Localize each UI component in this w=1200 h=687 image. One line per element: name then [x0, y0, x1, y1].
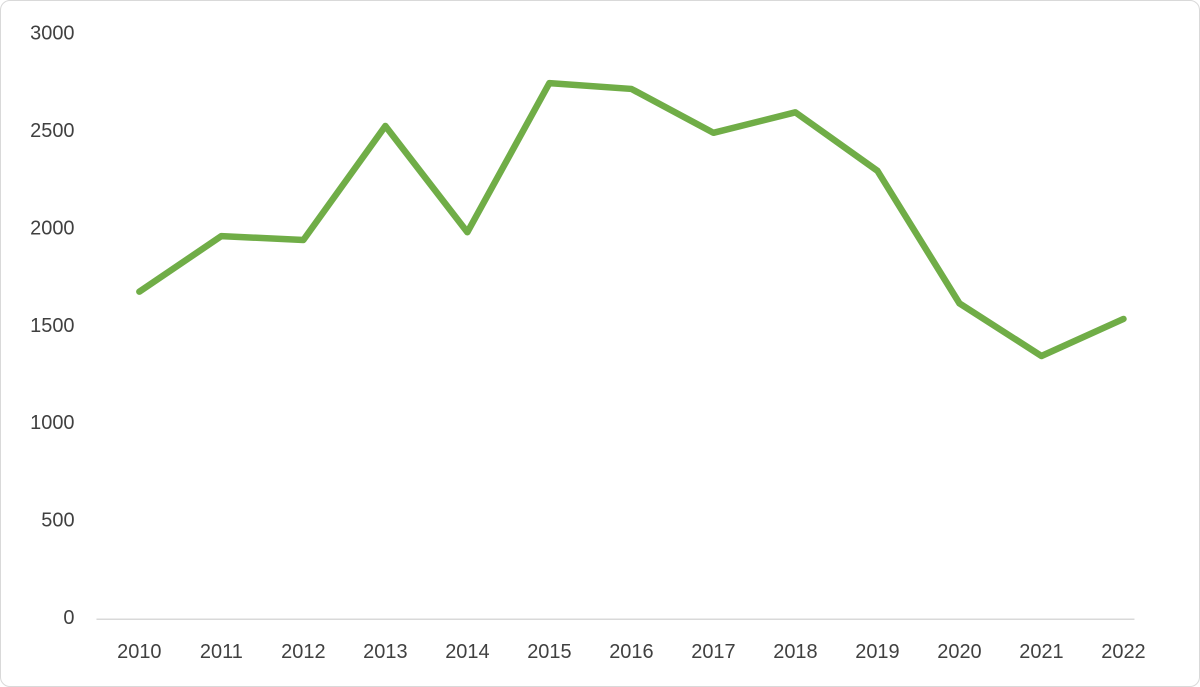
x-axis-tick-label: 2019: [855, 641, 899, 663]
x-axis-tick-label: 2011: [200, 641, 243, 663]
x-axis-tick-label: 2014: [445, 641, 489, 663]
x-axis-tick-label: 2017: [691, 641, 735, 663]
x-axis-tick-label: 2022: [1101, 641, 1145, 663]
y-axis-tick-label: 2000: [30, 217, 74, 239]
y-axis-tick-label: 3000: [30, 22, 74, 44]
y-axis-tick-label: 1000: [30, 412, 74, 434]
x-axis-tick-label: 2013: [363, 641, 407, 663]
y-axis-tick-label: 500: [41, 510, 74, 532]
x-axis-tick-label: 2010: [117, 641, 161, 663]
x-axis-tick-label: 2012: [281, 641, 325, 663]
x-axis-tick-label: 2015: [527, 641, 571, 663]
x-axis-tick-label: 2016: [609, 641, 653, 663]
x-axis: 2010 2011 2012 2013 2014 2015 2016 2017 2018 2019…: [117, 641, 1145, 663]
y-axis-tick-label: 1500: [30, 315, 74, 337]
y-axis-tick-label: 2500: [30, 120, 74, 142]
x-axis-tick-label: 2018: [773, 641, 817, 663]
y-axis: 0 500 1000 1500 2000 2500 3000: [30, 22, 74, 629]
data-line-series: [136, 79, 1127, 360]
x-axis-tick-label: 2021: [1019, 641, 1063, 663]
y-axis-tick-label: 0: [63, 607, 74, 629]
x-axis-tick-label: 2020: [937, 641, 981, 663]
